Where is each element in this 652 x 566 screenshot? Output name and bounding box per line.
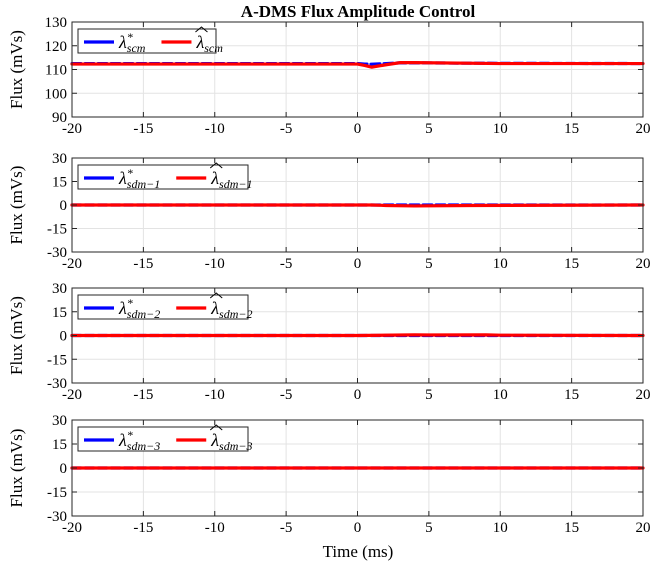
y-axis-label: Flux (mVs) bbox=[7, 296, 26, 375]
x-tick-label: 5 bbox=[425, 520, 433, 536]
y-axis-label: Flux (mVs) bbox=[7, 30, 26, 109]
y-tick-label: 120 bbox=[45, 39, 68, 55]
legend-hat-accent bbox=[209, 162, 223, 169]
x-tick-label: 0 bbox=[354, 520, 362, 536]
legend: λ* sdm−1 λsdm−1 bbox=[77, 162, 252, 191]
x-axis-label: Time (ms) bbox=[323, 542, 394, 561]
y-tick-label: -15 bbox=[47, 485, 67, 501]
y-axis-label: Flux (mVs) bbox=[7, 429, 26, 508]
x-tick-label: 15 bbox=[564, 387, 579, 403]
x-tick-label: 5 bbox=[425, 256, 433, 272]
x-tick-label: 15 bbox=[564, 520, 579, 536]
x-tick-label: -15 bbox=[133, 256, 153, 272]
subplot-2: -20 -15 -10 -5 0 5 10 15 20 -30 -15 0 15 30 Flux (mVs)… bbox=[7, 151, 651, 272]
x-tick-label: 15 bbox=[564, 256, 579, 272]
y-tick-label: 30 bbox=[52, 151, 67, 167]
legend-entry-label: λsdm−2 bbox=[210, 298, 252, 321]
y-tick-label: 15 bbox=[52, 305, 67, 321]
legend-entry-label: λ* sdm−3 bbox=[118, 428, 160, 453]
y-tick-label: 90 bbox=[52, 110, 67, 126]
legend-hat-accent bbox=[209, 424, 223, 431]
x-tick-label: 20 bbox=[636, 387, 651, 403]
x-tick-label: -20 bbox=[62, 256, 82, 272]
legend-box bbox=[77, 294, 249, 320]
x-tick-label: 5 bbox=[425, 121, 433, 137]
x-tick-label: -15 bbox=[133, 387, 153, 403]
legend-entry-label: λ* sdm−2 bbox=[118, 296, 160, 321]
y-tick-label: 110 bbox=[45, 63, 67, 79]
legend: λ* scm λscm bbox=[77, 26, 223, 55]
x-tick-label: -20 bbox=[62, 121, 82, 137]
y-tick-label: 15 bbox=[52, 175, 67, 191]
series-line-estimate bbox=[70, 203, 645, 208]
legend-entry-label: λsdm−1 bbox=[210, 168, 252, 191]
x-tick-label: 10 bbox=[493, 520, 508, 536]
x-tick-label: 0 bbox=[354, 256, 362, 272]
x-tick-label: 20 bbox=[636, 520, 651, 536]
subplot-3: -20 -15 -10 -5 0 5 10 15 20 -30 -15 0 15 30 Flux (mVs)… bbox=[7, 281, 651, 403]
subplot-1: -20 -15 -10 -5 0 5 10 15 20 90 100 110 120 130 Flux (m… bbox=[7, 15, 651, 137]
legend-entry-label: λ* sdm−1 bbox=[118, 166, 160, 191]
x-tick-label: -10 bbox=[205, 520, 225, 536]
x-tick-label: -5 bbox=[280, 387, 293, 403]
x-tick-label: 20 bbox=[636, 256, 651, 272]
x-tick-label: 0 bbox=[354, 121, 362, 137]
subplot-4: -20 -15 -10 -5 0 5 10 15 20 -30 -15 0 15 30 Flux (mVs)… bbox=[7, 413, 651, 536]
legend-hat-accent bbox=[195, 26, 208, 33]
x-tick-label: 10 bbox=[493, 387, 508, 403]
legend-hat-accent bbox=[209, 292, 223, 299]
series-line-estimate bbox=[70, 333, 645, 338]
x-tick-label: -15 bbox=[133, 121, 153, 137]
x-tick-label: 15 bbox=[564, 121, 579, 137]
y-tick-label: 130 bbox=[45, 15, 68, 31]
y-tick-label: 15 bbox=[52, 437, 67, 453]
x-tick-label: 0 bbox=[354, 387, 362, 403]
y-axis-label: Flux (mVs) bbox=[7, 166, 26, 245]
legend-entry-label: λscm bbox=[195, 32, 223, 55]
x-tick-label: -10 bbox=[205, 387, 225, 403]
x-tick-label: -10 bbox=[205, 256, 225, 272]
y-tick-label: -30 bbox=[47, 376, 67, 392]
legend: λ* sdm−2 λsdm−2 bbox=[77, 292, 252, 321]
x-tick-label: 10 bbox=[493, 121, 508, 137]
legend-entry-label: λsdm−3 bbox=[210, 430, 252, 453]
y-tick-label: 0 bbox=[60, 198, 68, 214]
legend: λ* sdm−3 λsdm−3 bbox=[77, 424, 252, 453]
y-tick-label: -30 bbox=[47, 245, 67, 261]
y-tick-label: 30 bbox=[52, 413, 67, 429]
y-tick-label: -15 bbox=[47, 352, 67, 368]
series-line-estimate bbox=[70, 61, 645, 69]
x-tick-label: -20 bbox=[62, 387, 82, 403]
y-tick-label: 100 bbox=[45, 86, 68, 102]
x-tick-label: -20 bbox=[62, 520, 82, 536]
x-tick-label: -5 bbox=[280, 520, 293, 536]
y-tick-label: -30 bbox=[47, 509, 67, 525]
x-tick-label: -5 bbox=[280, 256, 293, 272]
y-tick-label: 0 bbox=[60, 329, 68, 345]
x-tick-label: -10 bbox=[205, 121, 225, 137]
y-tick-label: 0 bbox=[60, 461, 68, 477]
x-tick-label: 10 bbox=[493, 256, 508, 272]
figure-title: A-DMS Flux Amplitude Control bbox=[241, 2, 476, 21]
x-tick-label: -5 bbox=[280, 121, 293, 137]
x-tick-label: 20 bbox=[636, 121, 651, 137]
y-tick-label: 30 bbox=[52, 281, 67, 297]
x-tick-label: -15 bbox=[133, 520, 153, 536]
legend-box bbox=[77, 164, 249, 190]
x-tick-label: 5 bbox=[425, 387, 433, 403]
legend-entry-label: λ* scm bbox=[118, 30, 146, 55]
y-tick-label: -15 bbox=[47, 222, 67, 238]
